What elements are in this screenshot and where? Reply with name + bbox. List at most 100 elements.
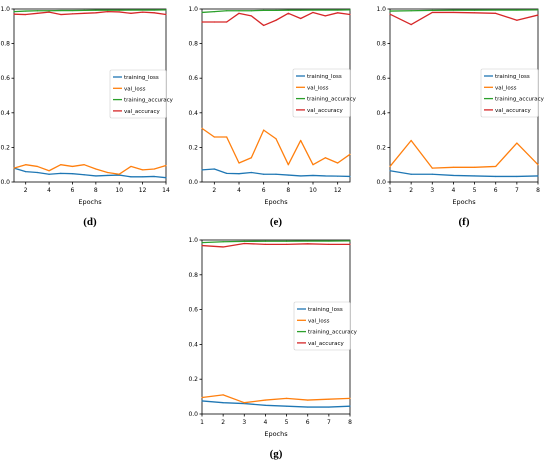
legend-entry-training_loss: training_loss	[124, 75, 159, 81]
data-point-val_loss	[263, 129, 265, 131]
data-point-training_loss	[238, 173, 240, 175]
y-tick-label: 1.0	[376, 6, 386, 13]
data-point-val_loss	[516, 142, 518, 144]
data-point-training_loss	[263, 173, 265, 175]
data-point-val_accuracy	[324, 15, 326, 17]
data-point-training_loss	[287, 174, 289, 176]
data-point-training_loss	[106, 174, 109, 177]
data-point-val_loss	[25, 164, 27, 166]
panel-label: (e)	[270, 216, 283, 228]
legend-entry-val_loss: val_loss	[495, 85, 517, 91]
y-tick-label: 0.2	[188, 376, 198, 383]
data-point-training_accuracy	[337, 9, 339, 11]
data-point-training_loss	[431, 173, 433, 175]
x-tick-label: 2	[24, 187, 28, 194]
series-line-val_loss	[13, 164, 167, 175]
data-point-training_loss	[48, 173, 50, 175]
x-tick-label: 6	[494, 187, 498, 194]
data-point-val_accuracy	[25, 13, 27, 16]
data-point-val_accuracy	[222, 246, 224, 248]
data-point-val_loss	[300, 139, 302, 142]
x-tick-label: 5	[473, 187, 477, 194]
data-point-val_accuracy	[389, 13, 391, 15]
data-point-val_loss	[36, 165, 38, 168]
data-point-val_loss	[275, 138, 277, 140]
data-point-training_accuracy	[307, 240, 309, 242]
data-point-training_accuracy	[285, 240, 288, 242]
series-line-training_loss	[13, 167, 167, 179]
y-tick-label: 1.0	[0, 6, 10, 13]
data-point-training_accuracy	[153, 9, 155, 11]
legend-entry-val_loss: val_loss	[308, 318, 330, 324]
data-point-training_accuracy	[213, 10, 215, 13]
data-point-val_accuracy	[165, 13, 167, 16]
panel-label: (g)	[270, 448, 283, 460]
x-tick-label: 3	[430, 187, 434, 194]
data-point-val_accuracy	[349, 13, 351, 16]
y-tick-label: 0.4	[188, 110, 198, 117]
data-point-training_accuracy	[36, 10, 38, 12]
data-point-val_loss	[410, 139, 412, 142]
data-point-val_accuracy	[312, 11, 314, 14]
data-point-val_loss	[238, 162, 240, 164]
legend-box	[293, 301, 351, 351]
data-point-val_loss	[537, 164, 539, 166]
data-point-training_accuracy	[410, 10, 412, 12]
data-point-training_loss	[537, 175, 539, 177]
chart-panel-d: 0.0 0.2 0.4 0.6 0.8 1.0 2 4 6 8 10 12 14 Epochs traini…	[0, 6, 173, 228]
legend-entry-training_accuracy: training_accuracy	[124, 98, 174, 104]
data-point-training_accuracy	[328, 240, 330, 242]
data-point-val_loss	[389, 165, 391, 168]
data-point-val_accuracy	[243, 242, 245, 245]
data-point-training_loss	[349, 175, 351, 178]
data-point-val_accuracy	[95, 12, 97, 14]
data-point-training_accuracy	[349, 240, 351, 242]
data-point-val_accuracy	[71, 13, 74, 15]
y-tick-label: 0.6	[188, 75, 198, 82]
data-point-val_accuracy	[275, 19, 277, 21]
data-point-val_accuracy	[537, 14, 539, 16]
legend-entry-val_accuracy: val_accuracy	[124, 109, 160, 115]
data-point-val_accuracy	[337, 12, 339, 14]
data-point-val_accuracy	[263, 24, 265, 27]
data-point-val_accuracy	[226, 21, 228, 23]
data-point-val_accuracy	[48, 11, 50, 13]
data-point-val_loss	[349, 397, 351, 399]
data-point-val_loss	[243, 402, 245, 404]
data-point-val_loss	[250, 157, 252, 159]
data-point-val_loss	[165, 164, 167, 167]
data-point-training_accuracy	[60, 9, 62, 12]
x-tick-label: 14	[162, 187, 170, 194]
data-point-training_accuracy	[142, 9, 144, 11]
data-point-val_loss	[495, 165, 497, 168]
chart-panel-e: 0.0 0.2 0.4 0.6 0.8 1.0 2 4 6 8 10 12 Epochs training…	[188, 6, 356, 228]
data-point-val_loss	[312, 164, 314, 166]
legend-entry-training_accuracy: training_accuracy	[495, 97, 545, 103]
data-point-training_accuracy	[13, 10, 15, 13]
data-point-val_loss	[473, 166, 476, 168]
y-tick-label: 1.0	[188, 237, 198, 244]
y-tick-label: 0.4	[376, 110, 386, 117]
data-point-val_accuracy	[473, 12, 476, 14]
data-point-val_loss	[324, 157, 326, 159]
series-line-val_loss	[201, 394, 351, 404]
data-point-training_accuracy	[222, 241, 224, 243]
chart-panel-g: 0.0 0.2 0.4 0.6 0.8 1.0 1 2 3 4 5 6 7 8 Epochs training…	[188, 237, 357, 460]
y-tick-label: 0.8	[188, 41, 198, 48]
data-point-training_loss	[495, 175, 497, 178]
legend-entry-val_accuracy: val_accuracy	[307, 108, 343, 114]
legend-entry-val_loss: val_loss	[307, 85, 329, 91]
data-point-val_accuracy	[264, 243, 267, 245]
x-axis-label: Epochs	[264, 198, 288, 206]
y-tick-label: 0.0	[188, 179, 198, 186]
data-point-val_loss	[431, 167, 433, 169]
data-point-val_loss	[60, 164, 62, 166]
data-point-val_accuracy	[201, 244, 203, 247]
legend-box	[292, 68, 351, 118]
data-point-training_accuracy	[201, 11, 203, 14]
data-point-val_accuracy	[153, 12, 155, 14]
legend-entry-training_loss: training_loss	[495, 74, 530, 80]
x-tick-label: 10	[115, 187, 123, 194]
data-point-training_accuracy	[226, 10, 228, 12]
